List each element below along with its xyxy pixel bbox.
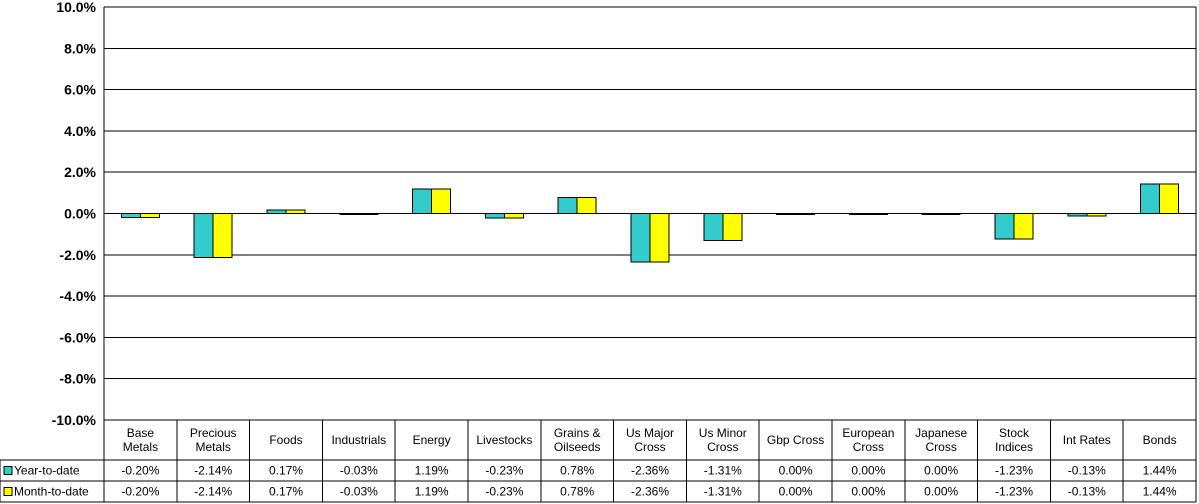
bar bbox=[503, 213, 524, 219]
data-label: 0.17% bbox=[269, 464, 303, 478]
data-label: -0.13% bbox=[1068, 485, 1106, 499]
category-label: Cross bbox=[926, 440, 957, 454]
bar bbox=[358, 213, 379, 215]
category-label: Livestocks bbox=[476, 433, 532, 447]
data-label: 0.78% bbox=[560, 485, 594, 499]
bar bbox=[412, 188, 433, 214]
category-label: Indices bbox=[995, 440, 1033, 454]
y-tick-label: 4.0% bbox=[64, 123, 96, 139]
data-label: -0.03% bbox=[340, 464, 378, 478]
y-tick-label: -6.0% bbox=[59, 329, 96, 345]
category-label: Us Major bbox=[626, 426, 674, 440]
bar bbox=[576, 196, 597, 215]
y-tick-label: -4.0% bbox=[59, 288, 96, 304]
data-label: 1.44% bbox=[1143, 485, 1177, 499]
data-label: 1.44% bbox=[1143, 464, 1177, 478]
category-label: Energy bbox=[413, 433, 451, 447]
category-label: Cross bbox=[707, 440, 738, 454]
data-label: -1.31% bbox=[704, 485, 742, 499]
data-label: -0.13% bbox=[1068, 464, 1106, 478]
bar bbox=[940, 213, 961, 215]
bar bbox=[722, 213, 743, 242]
legend-key bbox=[3, 466, 13, 475]
bar bbox=[339, 213, 360, 215]
data-label: -0.20% bbox=[121, 485, 159, 499]
category-label: Stock bbox=[999, 426, 1030, 440]
y-tick-label: 8.0% bbox=[64, 40, 96, 56]
bar bbox=[431, 188, 452, 214]
bar bbox=[776, 213, 797, 215]
bar bbox=[1159, 183, 1180, 215]
bar bbox=[557, 196, 578, 215]
category-label: Gbp Cross bbox=[767, 433, 824, 447]
data-label: -0.20% bbox=[121, 464, 159, 478]
data-label: -2.36% bbox=[631, 464, 669, 478]
bar bbox=[649, 213, 670, 263]
category-label: Cross bbox=[634, 440, 665, 454]
bar bbox=[1067, 213, 1088, 217]
data-label: -0.03% bbox=[340, 485, 378, 499]
bar bbox=[484, 213, 505, 219]
data-label: 1.19% bbox=[415, 485, 449, 499]
data-label: -2.36% bbox=[631, 485, 669, 499]
y-tick-label: 10.0% bbox=[56, 0, 96, 15]
category-label: Japanese bbox=[915, 426, 967, 440]
bar bbox=[795, 213, 816, 215]
data-label: -0.23% bbox=[485, 485, 523, 499]
data-label: -2.14% bbox=[194, 485, 232, 499]
category-label: Industrials bbox=[331, 433, 386, 447]
category-label: Bonds bbox=[1143, 433, 1177, 447]
y-tick-label: 0.0% bbox=[64, 206, 96, 222]
data-label: -1.23% bbox=[995, 464, 1033, 478]
bar bbox=[1013, 213, 1034, 240]
bar bbox=[193, 213, 214, 259]
bar bbox=[867, 213, 888, 215]
bar bbox=[120, 213, 141, 219]
y-tick-label: -2.0% bbox=[59, 247, 96, 263]
category-label: Metals bbox=[123, 440, 158, 454]
bar bbox=[921, 213, 942, 215]
data-label: 0.00% bbox=[924, 485, 958, 499]
legend-key bbox=[3, 487, 13, 496]
bar bbox=[848, 213, 869, 215]
data-label: -2.14% bbox=[194, 464, 232, 478]
category-label: Base bbox=[127, 426, 155, 440]
bar bbox=[212, 213, 233, 259]
bar bbox=[139, 213, 160, 219]
category-label: Grains & bbox=[554, 426, 601, 440]
data-label: 0.00% bbox=[924, 464, 958, 478]
y-tick-label: 6.0% bbox=[64, 82, 96, 98]
data-label: 0.00% bbox=[779, 485, 813, 499]
data-label: -1.31% bbox=[704, 464, 742, 478]
data-label: 0.78% bbox=[560, 464, 594, 478]
bar bbox=[285, 209, 306, 215]
y-tick-label: -8.0% bbox=[59, 371, 96, 387]
y-tick-label: -10.0% bbox=[52, 412, 97, 428]
y-tick-label: 2.0% bbox=[64, 164, 96, 180]
legend-label: Year-to-date bbox=[14, 464, 80, 478]
category-label: Oilseeds bbox=[554, 440, 601, 454]
data-label: 0.17% bbox=[269, 485, 303, 499]
bar bbox=[703, 213, 724, 242]
category-label: Int Rates bbox=[1063, 433, 1111, 447]
category-label: Precious bbox=[190, 426, 237, 440]
data-label: 1.19% bbox=[415, 464, 449, 478]
category-label: Cross bbox=[853, 440, 884, 454]
data-label: 0.00% bbox=[851, 485, 885, 499]
bar bbox=[266, 209, 287, 215]
category-label: European bbox=[842, 426, 894, 440]
category-label: Foods bbox=[269, 433, 302, 447]
data-label: -0.23% bbox=[485, 464, 523, 478]
data-label: 0.00% bbox=[779, 464, 813, 478]
legend-label: Month-to-date bbox=[14, 485, 89, 499]
bar bbox=[1086, 213, 1107, 217]
bar bbox=[994, 213, 1015, 240]
category-label: Us Minor bbox=[699, 426, 747, 440]
data-label: -1.23% bbox=[995, 485, 1033, 499]
category-label: Metals bbox=[196, 440, 231, 454]
bar bbox=[1140, 183, 1161, 215]
data-label: 0.00% bbox=[851, 464, 885, 478]
bar bbox=[630, 213, 651, 263]
